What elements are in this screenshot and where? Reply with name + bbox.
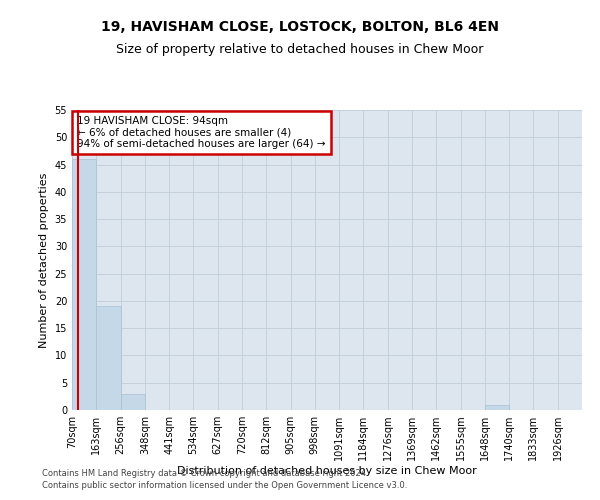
Text: Contains public sector information licensed under the Open Government Licence v3: Contains public sector information licen… (42, 481, 407, 490)
Text: 19 HAVISHAM CLOSE: 94sqm
← 6% of detached houses are smaller (4)
94% of semi-det: 19 HAVISHAM CLOSE: 94sqm ← 6% of detache… (77, 116, 326, 149)
Bar (485, 404, 509, 410)
Text: Contains HM Land Registry data © Crown copyright and database right 2024.: Contains HM Land Registry data © Crown c… (42, 468, 368, 477)
Bar (96, 306, 121, 410)
Y-axis label: Number of detached properties: Number of detached properties (39, 172, 49, 348)
X-axis label: Distribution of detached houses by size in Chew Moor: Distribution of detached houses by size … (177, 466, 477, 476)
Text: Size of property relative to detached houses in Chew Moor: Size of property relative to detached ho… (116, 42, 484, 56)
Bar (72, 159, 96, 410)
Bar (121, 394, 145, 410)
Text: 19, HAVISHAM CLOSE, LOSTOCK, BOLTON, BL6 4EN: 19, HAVISHAM CLOSE, LOSTOCK, BOLTON, BL6… (101, 20, 499, 34)
